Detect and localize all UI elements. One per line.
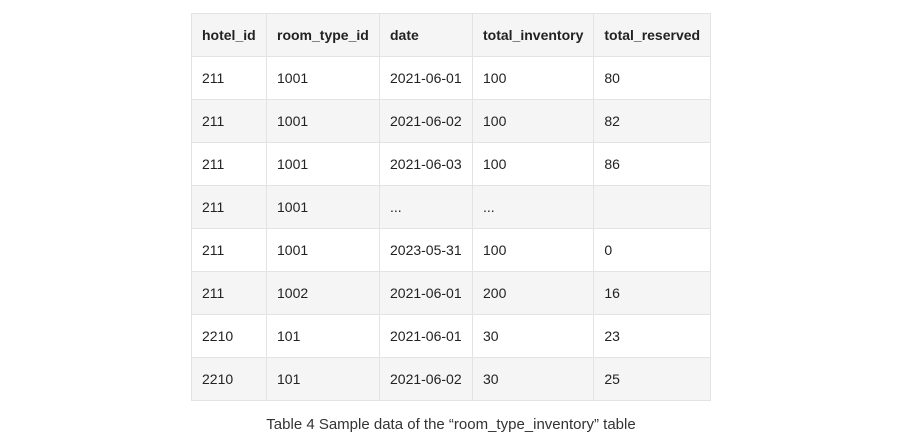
cell-date: 2021-06-01 [379, 271, 473, 315]
column-header-date: date [379, 13, 473, 57]
cell-date: 2021-06-03 [379, 142, 473, 186]
cell-date: ... [379, 185, 473, 229]
cell-total-inventory: 30 [471, 314, 595, 358]
cell-room-type-id: 101 [266, 314, 380, 358]
cell-total-inventory: 100 [471, 99, 595, 143]
cell-hotel-id: 211 [191, 142, 267, 186]
cell-total-inventory: 200 [471, 271, 595, 315]
table-header: hotel_id room_type_id date total_invento… [191, 13, 712, 57]
table-row: 211 1001 2021-06-03 100 86 [191, 142, 712, 186]
cell-total-inventory: 30 [471, 357, 595, 401]
cell-total-reserved: 0 [593, 228, 712, 272]
table-row: 2210 101 2021-06-02 30 25 [191, 357, 712, 401]
table-row: 2210 101 2021-06-01 30 23 [191, 314, 712, 358]
cell-total-reserved: 86 [593, 142, 712, 186]
table-body: 211 1001 2021-06-01 100 80 211 1001 2021-06-02 1… [191, 56, 712, 401]
column-header-hotel-id: hotel_id [191, 13, 267, 57]
cell-date: 2023-05-31 [379, 228, 473, 272]
cell-room-type-id: 1001 [266, 56, 380, 100]
cell-total-reserved: 16 [593, 271, 712, 315]
cell-total-reserved: 23 [593, 314, 712, 358]
cell-room-type-id: 101 [266, 357, 380, 401]
cell-date: 2021-06-01 [379, 56, 473, 100]
table-row: 211 1001 2021-06-01 100 80 [191, 56, 712, 100]
cell-total-reserved: 25 [593, 357, 712, 401]
table-row: 211 1001...... [191, 185, 712, 229]
cell-hotel-id: 211 [191, 271, 267, 315]
table-row: 211 1001 2023-05-31 100 0 [191, 228, 712, 272]
table-row: 211 1001 2021-06-02 100 82 [191, 99, 712, 143]
cell-date: 2021-06-01 [379, 314, 473, 358]
column-header-total-inventory: total_inventory [471, 13, 595, 57]
column-header-total-reserved: total_reserved [593, 13, 712, 57]
table-caption: Table 4 Sample data of the “room_type_in… [266, 416, 636, 433]
cell-total-reserved: 82 [593, 99, 712, 143]
cell-room-type-id: 1001 [266, 99, 380, 143]
table-row: 211 1002 2021-06-01 200 16 [191, 271, 712, 315]
column-header-room-type-id: room_type_id [266, 13, 380, 57]
cell-hotel-id: 211 [191, 185, 267, 229]
cell-room-type-id: 1001 [266, 185, 380, 229]
cell-total-reserved [593, 185, 712, 229]
cell-total-inventory: 100 [471, 56, 595, 100]
cell-total-inventory: 100 [471, 228, 595, 272]
cell-total-inventory: ... [471, 185, 595, 229]
cell-hotel-id: 2210 [191, 357, 267, 401]
cell-room-type-id: 1001 [266, 228, 380, 272]
cell-total-reserved: 80 [593, 56, 712, 100]
cell-room-type-id: 1001 [266, 142, 380, 186]
cell-hotel-id: 211 [191, 99, 267, 143]
cell-hotel-id: 211 [191, 228, 267, 272]
room-type-inventory-table: hotel_id room_type_id date total_invento… [191, 13, 712, 401]
cell-date: 2021-06-02 [379, 357, 473, 401]
cell-total-inventory: 100 [471, 142, 595, 186]
cell-hotel-id: 211 [191, 56, 267, 100]
header-row: hotel_id room_type_id date total_invento… [191, 13, 712, 57]
cell-room-type-id: 1002 [266, 271, 380, 315]
cell-hotel-id: 2210 [191, 314, 267, 358]
cell-date: 2021-06-02 [379, 99, 473, 143]
